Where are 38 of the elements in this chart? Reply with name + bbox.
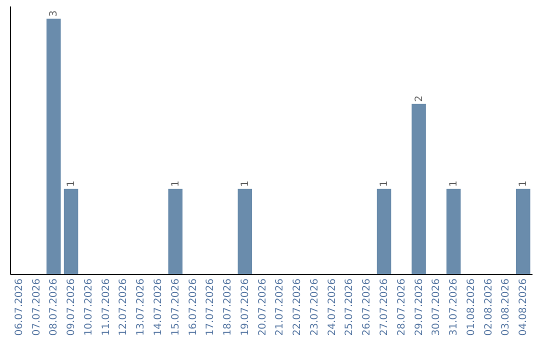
data-label: 1: [170, 180, 182, 187]
data-label: 1: [240, 180, 251, 187]
x-tick-label: 23.07.2026: [309, 278, 320, 336]
x-tick-label: 12.07.2026: [118, 278, 130, 336]
x-tick-label: 01.08.2026: [466, 278, 477, 336]
x-tick-label: 16.07.2026: [188, 278, 199, 336]
x-tick-label: 06.07.2026: [14, 278, 25, 336]
x-tick-label: 21.07.2026: [274, 278, 286, 336]
x-tick-label: 24.07.2026: [326, 278, 338, 336]
x-tick-label: 31.07.2026: [448, 278, 460, 336]
data-label: 1: [518, 180, 530, 187]
x-tick-label: 07.07.2026: [31, 278, 42, 336]
x-tick-label: 09.07.2026: [66, 278, 78, 336]
x-tick-label: 08.07.2026: [48, 278, 60, 336]
data-label: 3: [48, 10, 60, 17]
x-tick-label: 11.07.2026: [100, 278, 112, 336]
x-tick-label: 27.07.2026: [379, 278, 390, 336]
x-tick-label: 14.07.2026: [152, 278, 164, 336]
x-tick-label: 15.07.2026: [170, 278, 182, 336]
x-tick-label: 25.07.2026: [344, 278, 356, 336]
data-label: 1: [66, 180, 78, 187]
x-tick-label: 10.07.2026: [83, 278, 94, 336]
x-tick-label: 18.07.2026: [222, 278, 234, 336]
x-tick-label: 13.07.2026: [136, 278, 147, 336]
x-tick-label: 03.08.2026: [500, 278, 512, 336]
x-tick-label: 19.07.2026: [240, 278, 251, 336]
x-tick-label: 20.07.2026: [257, 278, 268, 336]
x-tick-label: 29.07.2026: [414, 278, 425, 336]
data-label: 1: [448, 180, 460, 187]
x-tick-label: 30.07.2026: [431, 278, 442, 336]
x-tick-label: 17.07.2026: [205, 278, 216, 336]
data-label: 2: [414, 95, 425, 102]
x-tick-label: 04.08.2026: [518, 278, 530, 336]
data-label: 1: [379, 180, 390, 187]
x-tick-label: 26.07.2026: [362, 278, 373, 336]
x-tick-label: 28.07.2026: [396, 278, 408, 336]
x-tick-label: 22.07.2026: [292, 278, 304, 336]
x-tick-label: 02.08.2026: [483, 278, 494, 336]
